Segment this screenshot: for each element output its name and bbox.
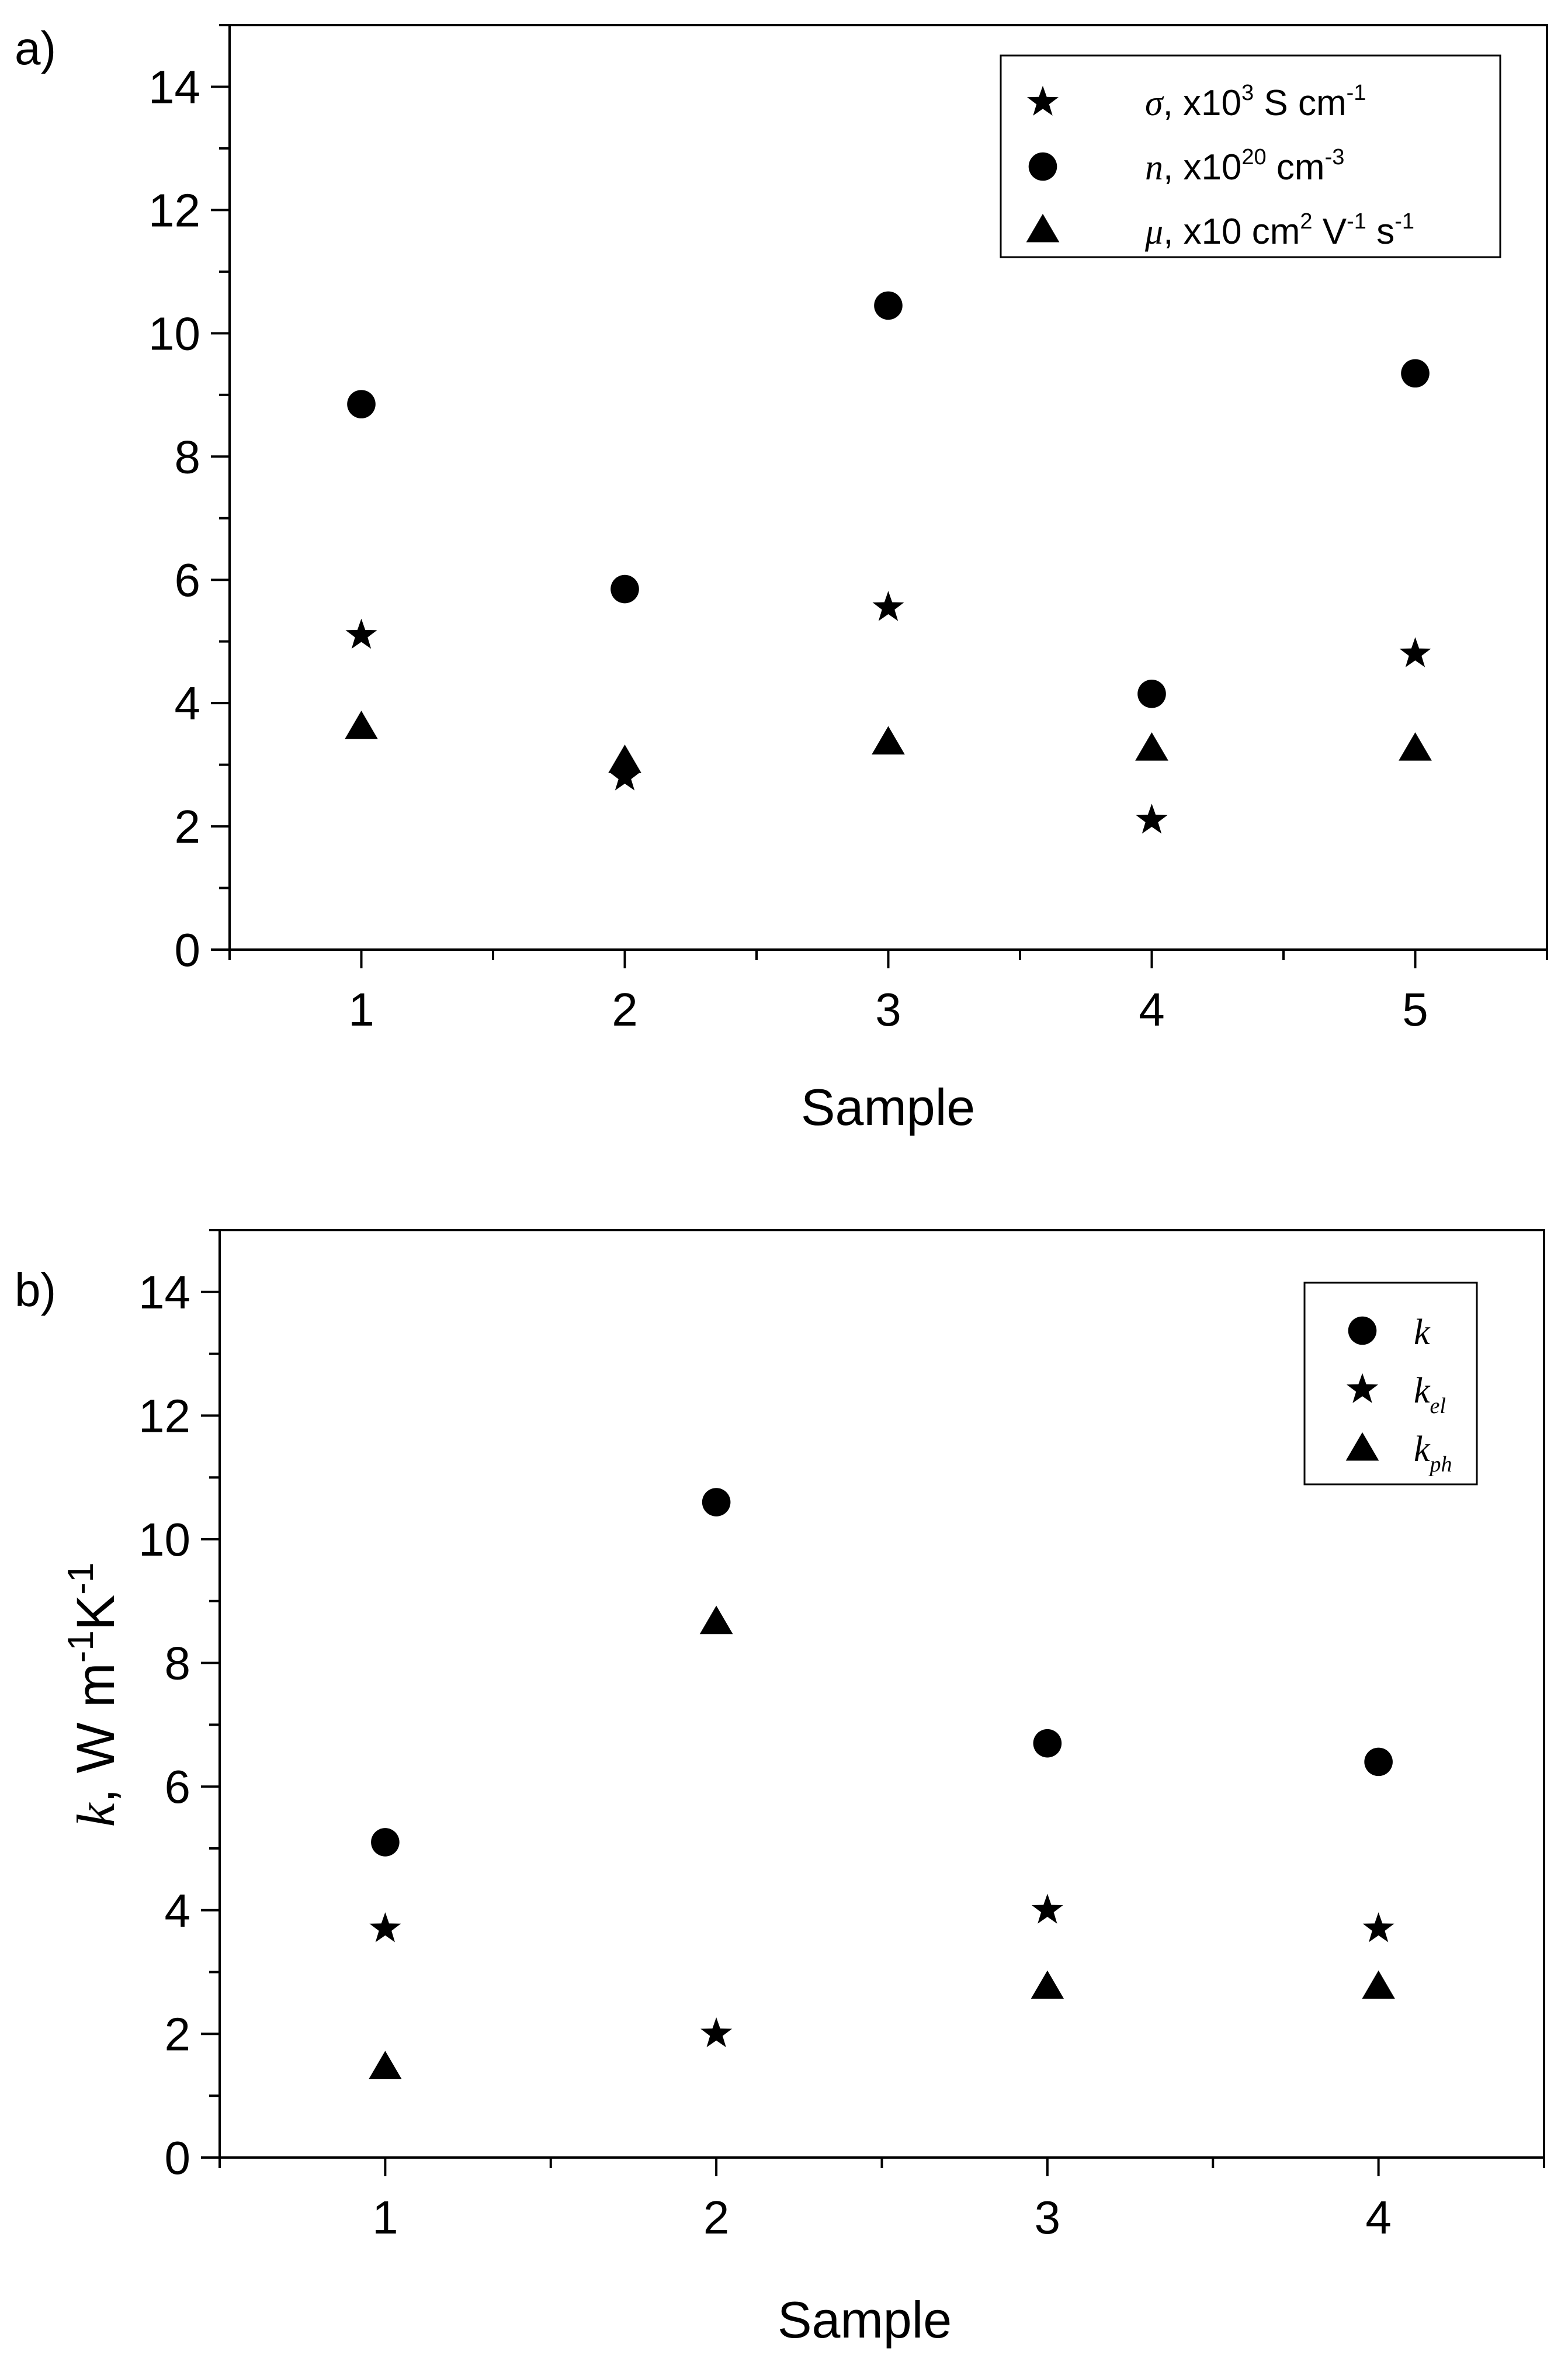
panel-b-point-k-circle [1364,1747,1393,1777]
legend-marker-triangle [1026,213,1060,243]
panel-b-y-tick-label: 4 [165,1885,191,1937]
legend-marker-circle [1028,152,1057,181]
panel-a-x-tick-label: 5 [1402,984,1428,1036]
panel-b-legend-box [1303,1282,1478,1486]
panel-b-point-k-circle [1033,1729,1062,1758]
legend-triangle-icon [1026,213,1060,243]
panel-a-point-n-circle [347,390,376,418]
panel-a-point-sigma-star [1399,637,1431,667]
legend-item-k-el: kel [1347,1371,1446,1418]
panel-a-y-tick-label: 0 [175,924,201,976]
legend-marker-star [1027,85,1059,116]
legend-marker-triangle [1345,1432,1379,1461]
panel-a-x-tick-label: 3 [875,984,901,1036]
panel-a-legend-box [1000,54,1501,258]
panel-b-y-tick-label: 0 [165,2132,191,2184]
panel-a-y-tick-label: 6 [175,554,201,606]
panel-b-point-k_el-star [700,2017,733,2048]
panel-a-y-tick-label: 4 [175,677,201,729]
panel-b-x-tick-label: 1 [372,2191,398,2243]
panel-a-legend: σ, x103 S cm-1 n, x1020 cm-3 μ, x10 cm2 … [1000,54,1501,258]
panel-a-point-sigma-star [872,591,904,621]
panel-a-x-tick-label: 2 [612,984,638,1036]
legend-item-mu: μ, x10 cm2 V-1 s-1 [1026,209,1414,252]
panel-b-point-k_el-star [1031,1893,1063,1924]
panel-a-x-axis-label: Sample [801,1078,975,1136]
panel-a-point-sigma-star [1136,804,1168,834]
legend-circle-icon [1028,152,1057,181]
legend-label-mu: μ, x10 cm2 V-1 s-1 [1144,209,1414,252]
panel-b-x-axis-label: Sample [778,2291,952,2349]
panel-a-point-mu-triangle [345,711,378,739]
panel-b-point-k-circle [371,1828,400,1857]
panel-a-data-points [345,291,1432,834]
panel-b-x-tick-label: 2 [703,2191,730,2243]
panel-b-data-points [369,1488,1395,2080]
panel-b-y-tick-label: 8 [165,1637,191,1689]
panel-b-x-tick-label: 3 [1035,2191,1061,2243]
panel-a-label: a) [15,22,56,74]
legend-marker-star [1347,1373,1378,1403]
panel-a-point-n-circle [610,574,639,604]
panel-b-point-k-circle [702,1488,731,1516]
panel-b-y-tick-label: 2 [165,2008,191,2060]
legend-label-sigma: σ, x103 S cm-1 [1145,81,1366,123]
legend-marker-circle [1348,1316,1377,1345]
panel-a-y-tick-label: 8 [175,431,201,483]
panel-b-legend: k kel kph [1303,1282,1478,1486]
panel-b-label: b) [15,1264,56,1316]
panel-a-point-n-circle [874,291,903,320]
legend-label-k: k [1414,1313,1431,1352]
panel-b-y-tick-label: 14 [138,1266,190,1318]
legend-label-k-ph: kph [1414,1429,1452,1477]
legend-circle-icon [1348,1316,1377,1345]
legend-item-k-ph: kph [1345,1429,1452,1477]
panel-a-point-n-circle [1401,359,1430,388]
panel-b-point-k_ph-triangle [1362,1970,1395,1999]
panel-a-point-sigma-star [345,618,377,649]
panel-b-point-k_el-star [369,1912,401,1942]
panel-b-y-axis-label: k, W m-1K-1 [61,1563,126,1827]
legend-item-k: k [1348,1313,1431,1352]
panel-a-point-sigma-star [609,760,641,791]
legend-label-n: n, x1020 cm-3 [1145,145,1344,188]
panel-b-y-tick-label: 12 [138,1390,190,1442]
panel-a-point-mu-triangle [1399,732,1432,761]
panel-b-point-k_ph-triangle [699,1605,733,1635]
panel-a-point-mu-triangle [1135,732,1168,761]
panel-b-y-tick-label: 10 [138,1514,190,1566]
legend-label-k-el: kel [1414,1371,1446,1418]
panel-b-point-k_ph-triangle [369,2051,402,2080]
legend-star-icon [1027,85,1059,116]
panel-a-x-tick-label: 4 [1139,984,1165,1036]
legend-triangle-icon [1345,1432,1379,1461]
legend-item-sigma: σ, x103 S cm-1 [1027,81,1366,123]
panel-a-y-tick-label: 10 [148,307,200,359]
panel-b-x-tick-label: 4 [1365,2191,1392,2243]
panel-b-point-k_ph-triangle [1031,1970,1064,1999]
legend-item-n: n, x1020 cm-3 [1028,145,1344,188]
panel-b-y-tick-label: 6 [165,1761,191,1813]
panel-a-x-tick-label: 1 [348,984,374,1036]
panel-b-point-k_el-star [1362,1912,1394,1942]
panel-a-point-mu-triangle [872,726,905,755]
panel-a-point-n-circle [1137,680,1166,708]
panel-a-y-tick-label: 12 [148,184,200,236]
panel-a-point-mu-triangle [608,745,641,773]
panel-a-y-tick-label: 14 [148,61,200,113]
legend-star-icon [1347,1373,1378,1403]
panel-a-y-tick-label: 2 [175,801,201,853]
